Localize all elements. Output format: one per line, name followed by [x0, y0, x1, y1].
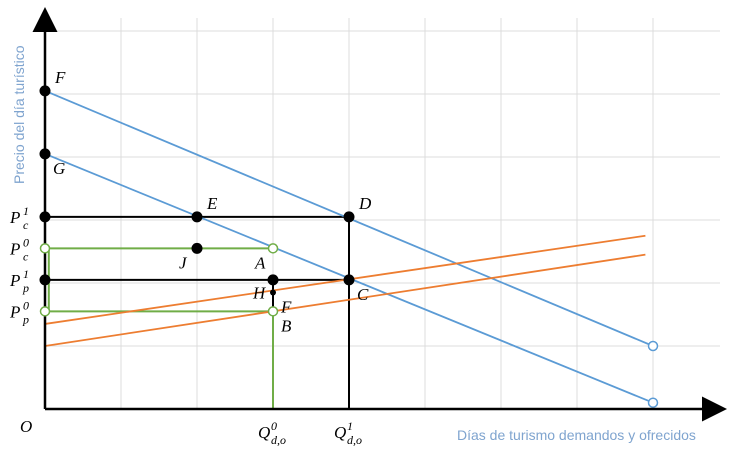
point-marker — [343, 274, 355, 286]
origin-label: O — [20, 417, 32, 436]
tick-main: P — [9, 302, 20, 321]
tick-main: P — [9, 271, 20, 290]
tick-label: Q 1d,o — [334, 419, 362, 447]
tick-sub: p — [22, 281, 29, 295]
tick-sub: c — [23, 249, 29, 263]
tick-sub: c — [23, 218, 29, 232]
axes — [32, 7, 727, 422]
point-label: F — [280, 297, 292, 316]
point-marker — [39, 85, 51, 97]
point-marker — [267, 274, 279, 286]
tick-label: Q 0d,o — [258, 419, 286, 447]
point-label: F — [54, 68, 66, 87]
point-marker — [39, 274, 51, 286]
tick-label: P 0c — [9, 235, 29, 263]
tick-main: P — [9, 239, 20, 258]
tick-sup: 1 — [23, 267, 29, 281]
y-axis-title: Precio del día turístico — [11, 45, 27, 184]
tick-labels: P 1cP 0cP 1pP 0pQ 0d,o Q 1d,o — [9, 204, 362, 447]
point-marker — [191, 242, 203, 254]
series-line — [44, 253, 646, 347]
point-label: E — [206, 194, 218, 213]
point-label: B — [281, 316, 292, 335]
point-marker — [39, 243, 51, 254]
point-marker — [39, 211, 51, 223]
tick-sup: 1 — [23, 204, 29, 218]
point-marker — [191, 211, 203, 223]
tick-sub: d,o — [347, 433, 362, 447]
point-marker — [270, 289, 276, 296]
tick-main: Q — [334, 423, 346, 442]
tick-label: P 1c — [9, 204, 29, 232]
tick-main: Q — [258, 423, 270, 442]
points — [39, 85, 355, 317]
tick-sup: 1 — [347, 419, 353, 433]
series-end-marker — [647, 397, 659, 408]
grid — [45, 18, 720, 409]
point-label: G — [53, 159, 65, 178]
tick-sup: 0 — [271, 419, 277, 433]
series-end-marker — [647, 340, 659, 352]
tick-main: P — [9, 208, 20, 227]
point-marker — [39, 148, 51, 160]
tick-sup: 0 — [23, 235, 29, 249]
tick-label: P 1p — [9, 267, 29, 295]
tick-sub: d,o — [271, 433, 286, 447]
point-marker — [267, 243, 279, 254]
point-label: C — [357, 285, 369, 304]
point-marker — [39, 306, 51, 317]
point-marker — [343, 211, 355, 223]
tick-sup: 0 — [23, 298, 29, 312]
x-axis-title: Días de turismo demandos y ofrecidos — [457, 427, 696, 443]
point-label: D — [358, 194, 372, 213]
point-marker — [267, 306, 279, 317]
point-label: A — [254, 253, 266, 272]
point-label: H — [252, 283, 267, 302]
tick-label: P 0p — [9, 298, 29, 326]
tick-sub: p — [22, 312, 29, 326]
point-label: J — [179, 253, 188, 272]
